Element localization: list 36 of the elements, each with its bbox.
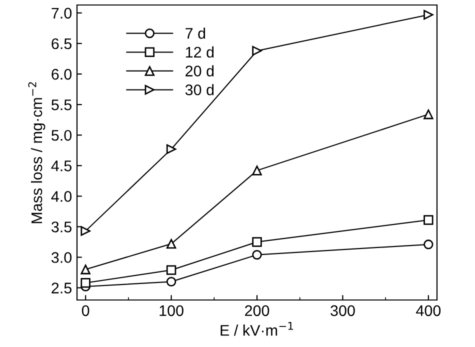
y-tick-label: 6.5 (52, 38, 72, 50)
point (424, 10, 434, 20)
y-tick-label: 5.0 (52, 130, 72, 141)
y-axis-title: Mass loss / mg·cm$^{−2}$ (28, 82, 46, 224)
y-tick-label: 5.5 (52, 100, 72, 110)
x-tick-label: 300 (330, 305, 355, 316)
x-axis-title: E / kV·m$^{−1}$ (220, 322, 293, 336)
y-tick-label: 7.0 (52, 8, 72, 19)
point (424, 215, 434, 225)
point (80, 264, 90, 274)
point (166, 276, 176, 287)
legend-label: 12 d (186, 46, 214, 58)
point (424, 109, 434, 120)
point (166, 238, 176, 249)
point (80, 278, 90, 288)
x-tick-label: 100 (160, 305, 184, 316)
point (252, 166, 262, 176)
y-tick-label: 4.0 (51, 191, 72, 202)
legend-label: 7 d (186, 28, 206, 39)
point (252, 46, 262, 56)
point (252, 237, 262, 247)
y-tick-label: 6.0 (52, 68, 72, 80)
legend-label: 30 d (185, 84, 214, 96)
legend-label: 20 d (186, 65, 214, 76)
point (166, 144, 176, 154)
y-tick-label: 3.0 (51, 252, 72, 263)
x-tick-label: 0 (82, 305, 90, 316)
x-tick-label: 200 (245, 305, 270, 316)
point (252, 250, 262, 260)
y-tick-label: 4.5 (51, 160, 72, 172)
point (166, 265, 176, 275)
x-tick-label: 400 (416, 305, 441, 316)
y-tick-label: 3.5 (51, 222, 72, 232)
y-tick-label: 2.5 (52, 282, 72, 294)
point (424, 240, 434, 250)
point (80, 226, 90, 236)
